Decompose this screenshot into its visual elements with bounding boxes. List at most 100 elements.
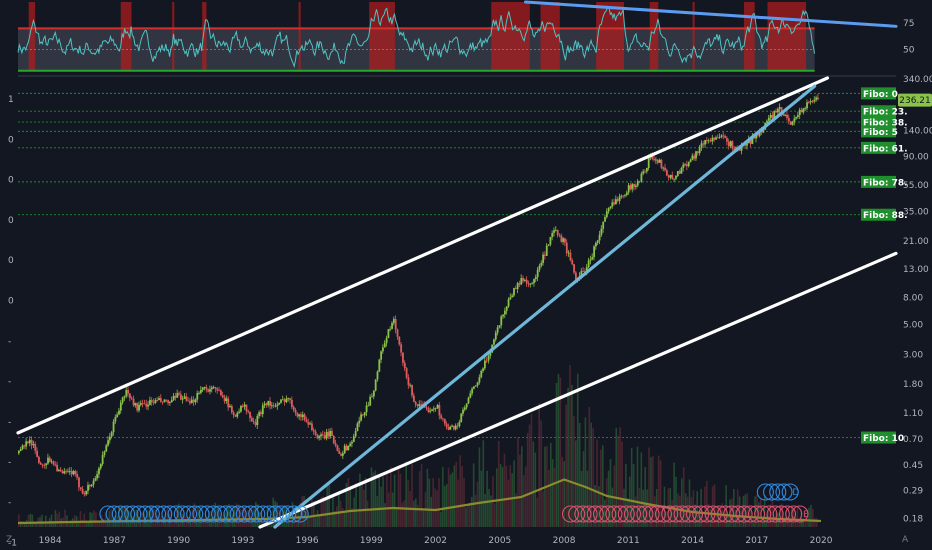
candle-body [704,140,707,145]
blue-signal-marker [272,505,291,523]
blue-signal-marker [775,483,793,501]
candle-body [724,135,727,139]
candle-body [409,385,412,386]
volume-bar [18,514,20,527]
candle-body [722,135,725,137]
volume-bar [251,520,253,527]
red-signal-marker [685,505,704,523]
candle-body [61,471,64,474]
candle-body [83,493,86,495]
volume-bar [337,491,340,527]
candle-body [178,393,180,395]
blue-signal-marker [179,505,198,523]
candle-body [23,445,26,447]
blue-signal-marker-label: D [300,510,307,520]
trendline[interactable] [16,76,830,435]
volume-bar [31,514,34,527]
candle-body [65,471,68,473]
trendline[interactable] [258,251,898,529]
price-tick-label: 55.00 [903,181,929,191]
volume-bar [393,474,396,527]
candle-body [569,252,572,261]
volume-bar [507,479,510,527]
volume-bar [588,406,591,527]
volume-bar [790,507,793,527]
candle-body [640,173,643,182]
volume-bar [58,511,61,527]
volume-bar [309,516,311,527]
trendlines[interactable] [16,76,898,529]
candle-body [39,462,42,465]
candle-body [658,159,661,163]
volume-bar [399,473,402,527]
overbought-zone [540,2,560,71]
volume-bar [652,455,654,527]
volume-bar [391,492,394,527]
volume-bar [432,478,434,527]
blue-signal-marker [210,505,229,523]
candle-body [278,402,281,405]
candle-body [150,399,153,403]
candle-body [533,279,535,284]
candle-body [327,431,330,437]
price-axis[interactable]: 0.18 0.29 0.45 0.70 1.10 1.80 3.00 5.00 8.00 13.0… [903,75,932,524]
volume-bar [615,427,618,527]
volume-bar [35,523,37,527]
candle-body [625,192,628,195]
volume-bar [386,474,388,527]
volume-bar [605,478,608,527]
candle-body [680,167,683,174]
time-tick-label: 1993 [231,536,254,546]
candle-body [21,445,24,450]
candle-body [223,397,226,402]
red-signal-marker [617,505,635,523]
volume-bar [621,441,623,527]
volume-bar [195,519,197,527]
candle-body [538,265,541,270]
trendline[interactable] [273,84,817,529]
timezone-icon[interactable]: Z [6,535,12,545]
volume-bar [374,470,377,527]
fibonacci-label: Fibo: 23. [863,108,908,118]
volume-bar [501,467,504,527]
volume-bar [723,510,725,527]
candle-body [520,278,523,285]
time-tick-label: 2020 [810,536,833,546]
candle-body [467,397,470,404]
candle-body [41,464,44,466]
candle-body [256,416,259,426]
candle-body [427,408,430,412]
candle-body [684,164,687,166]
candle-body [362,414,364,416]
candle-body [405,368,408,378]
candle-body [383,343,386,348]
auto-scale-icon[interactable]: A [902,535,909,545]
volume-bar [131,519,134,527]
candle-body [463,407,466,410]
candle-body [551,232,554,237]
volume-bar [415,498,417,527]
volume-bar [555,382,558,527]
volume-bar [470,497,473,527]
candle-body [325,431,328,439]
candle-body [110,432,113,437]
volume-bar [150,505,153,527]
candle-body [760,130,763,133]
price-tick-label: 35.00 [903,207,929,217]
time-axis[interactable]: 1984 1987 1990 1993 1996 1999 2002 2005 2008 2011… [39,536,833,546]
volume-bar [191,508,194,527]
candle-body [667,175,670,178]
volume-bar [742,495,745,527]
oscillator-pane[interactable]: 75 50 [17,0,915,72]
candle-body [602,221,605,229]
oscillator-trendline[interactable] [524,0,898,28]
candle-body [720,135,723,137]
volume-bar [125,506,128,527]
candle-body [726,138,728,142]
left-tick-label: - [8,458,11,468]
volume-bar [426,468,429,527]
volume-bar [378,474,381,527]
